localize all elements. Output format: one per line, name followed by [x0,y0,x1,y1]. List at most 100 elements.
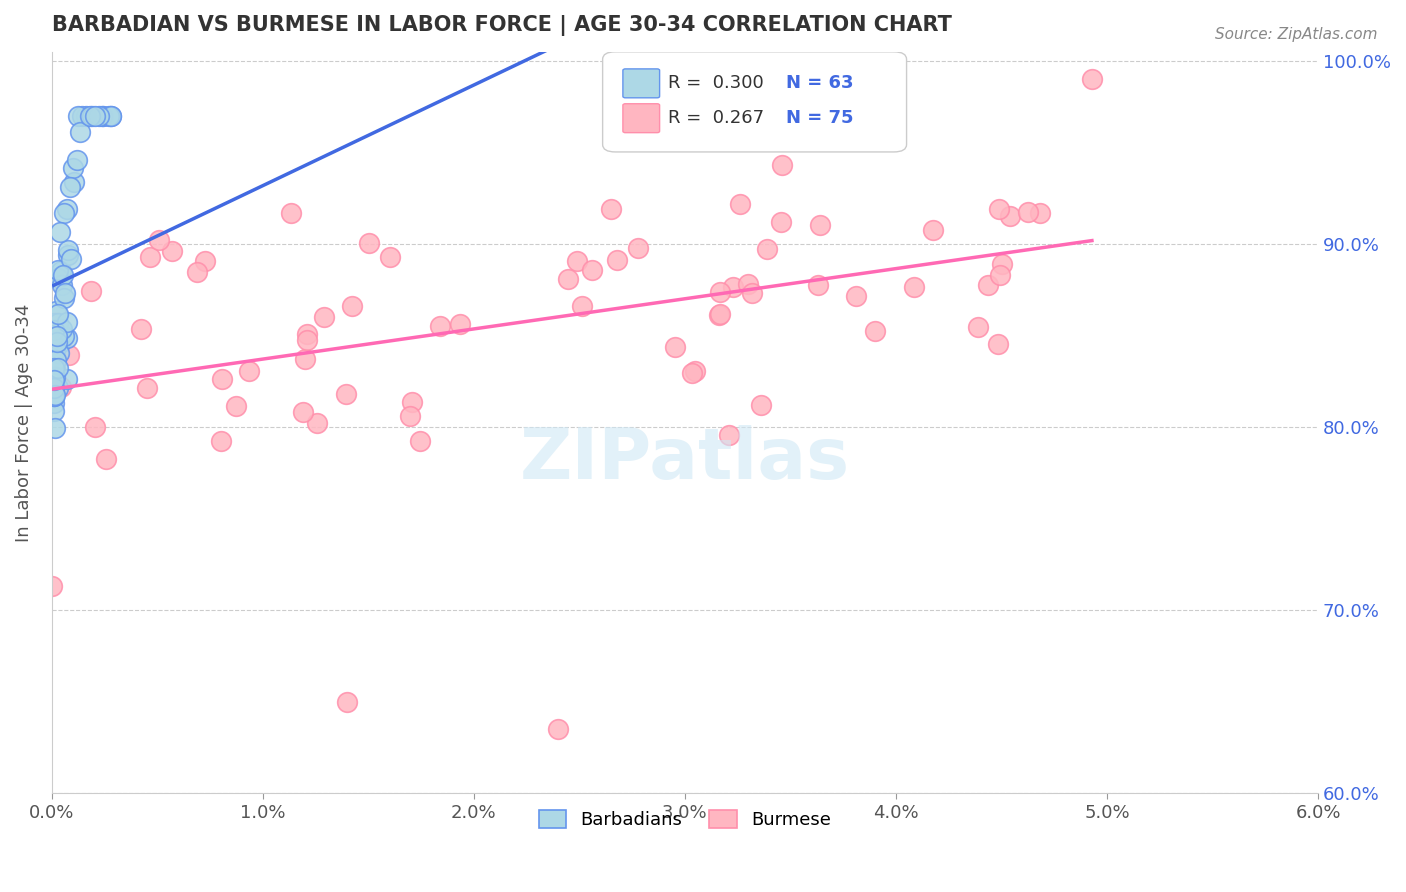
Point [42,389,65,403]
Point [44,420,66,434]
Point [70,109,93,123]
Point [52,268,75,283]
Point [91,109,114,123]
Point [557,272,579,286]
Point [808,218,831,232]
Point [58,348,80,362]
Point [56,248,79,262]
Point [62,161,84,175]
Point [1029,206,1052,220]
Point [42,361,65,376]
Point [1000,209,1022,223]
Point [987,336,1010,351]
Point [728,196,751,211]
Point [709,285,731,300]
Point [295,327,318,342]
Point [295,334,318,348]
Point [69,125,91,139]
Point [91,109,114,123]
Point [547,723,569,737]
Point [46,317,69,331]
Point [571,299,593,313]
Point [45,335,67,350]
Point [755,242,778,256]
Point [59,180,82,194]
Point [44,388,66,402]
Point [139,250,162,264]
Point [44,316,66,330]
Legend: Barbadians, Burmese: Barbadians, Burmese [531,803,838,836]
Text: N = 63: N = 63 [786,74,853,92]
Point [903,279,925,293]
Text: R =  0.300: R = 0.300 [668,74,765,92]
Point [48,335,70,350]
Point [312,310,335,325]
Point [627,241,650,255]
Point [863,324,886,338]
Point [718,428,741,442]
Point [51,263,73,277]
Point [991,257,1014,271]
Point [53,329,76,343]
Point [44,362,66,376]
Point [46,381,69,395]
Point [291,405,314,419]
Point [449,317,471,331]
Point [60,252,83,266]
Text: ZIPatlas: ZIPatlas [520,425,851,494]
Point [211,434,233,449]
Point [401,395,423,409]
Point [664,340,686,354]
Point [56,372,79,386]
Point [52,206,75,220]
Point [100,109,122,123]
Point [42,381,65,395]
Point [294,351,316,366]
Point [409,434,432,448]
Point [44,343,66,358]
Point [186,265,208,279]
Point [307,416,329,430]
Point [225,400,247,414]
Point [51,380,73,394]
Point [769,215,792,229]
Point [46,271,69,285]
Point [83,420,105,434]
Point [46,329,69,343]
Point [398,409,420,424]
Point [42,389,65,403]
Point [56,330,79,344]
Point [194,254,217,268]
Point [136,381,159,395]
Point [75,109,97,123]
FancyBboxPatch shape [603,52,907,152]
Point [44,376,66,391]
Point [53,291,76,305]
Point [565,254,588,268]
Point [94,451,117,466]
Point [56,243,79,257]
Point [46,361,69,376]
FancyBboxPatch shape [623,103,659,133]
Y-axis label: In Labor Force | Age 30-34: In Labor Force | Age 30-34 [15,303,32,541]
Point [63,175,86,189]
Point [100,109,122,123]
Point [46,315,69,329]
Point [41,579,63,593]
Point [737,67,759,81]
Point [46,262,69,277]
Point [44,352,66,367]
Point [987,202,1010,216]
Point [79,109,101,123]
Point [42,403,65,417]
Point [42,327,65,342]
Point [45,304,67,318]
Point [56,315,79,329]
Point [335,387,357,401]
Point [707,308,730,322]
Point [97,109,120,123]
Point [83,109,105,123]
Point [44,376,66,390]
Point [79,284,101,298]
Point [51,277,73,292]
